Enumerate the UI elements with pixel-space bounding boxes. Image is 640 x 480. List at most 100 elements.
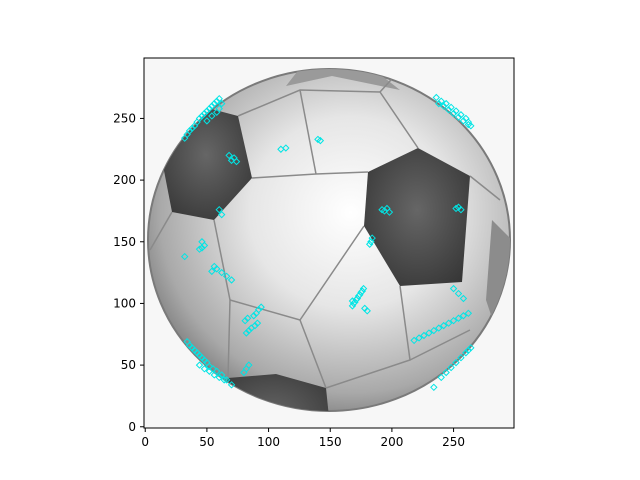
scatter-point <box>205 367 214 375</box>
scatter-point <box>213 265 221 273</box>
scatter-point <box>217 210 226 219</box>
scatter-point <box>190 346 199 355</box>
scatter-point <box>245 361 253 369</box>
scatter-point <box>195 245 204 253</box>
x-tick-label: 150 <box>319 435 342 449</box>
scatter-point <box>449 109 458 118</box>
scatter-point <box>459 294 468 303</box>
scatter-point <box>410 336 418 345</box>
scatter-point <box>198 353 206 362</box>
scatter-point <box>217 268 226 277</box>
scatter-point <box>200 365 209 373</box>
scatter-point <box>227 381 236 389</box>
scatter-point <box>195 114 204 123</box>
scatter-point <box>467 344 475 352</box>
scatter-point <box>208 267 216 276</box>
scatter-point <box>368 234 376 242</box>
scatter-point <box>459 312 468 320</box>
scatter-point <box>425 329 433 337</box>
scatter-point <box>430 383 438 392</box>
scatter-point <box>452 358 460 367</box>
scatter-point <box>180 252 189 261</box>
y-tick-label: 150 <box>113 235 136 249</box>
y-tick-label: 200 <box>113 173 136 187</box>
scatter-point <box>243 314 252 322</box>
y-tick-label: 50 <box>121 358 136 372</box>
x-tick-label: 100 <box>257 435 280 449</box>
scatter-point <box>442 368 450 377</box>
scatter-point <box>439 321 448 330</box>
scatter-point <box>444 319 453 327</box>
scatter-point <box>215 104 223 113</box>
scatter-point <box>385 208 394 216</box>
x-tick-label: 50 <box>199 435 214 449</box>
x-tick-label: 0 <box>141 435 149 449</box>
scatter-point <box>205 104 214 113</box>
scatter-point <box>459 117 468 125</box>
scatter-point <box>365 240 374 248</box>
scatter-point <box>213 97 221 105</box>
scatter-point <box>380 207 389 215</box>
scatter-point <box>215 94 223 103</box>
scatter-point <box>227 276 236 284</box>
scatter-point <box>210 99 219 108</box>
ball-panel-right-edge <box>486 220 510 336</box>
image-area <box>144 58 514 428</box>
x-tick-label: 200 <box>380 435 403 449</box>
scatter-point <box>250 312 258 320</box>
scatter-point <box>464 309 473 318</box>
scatter-point <box>435 324 443 332</box>
scatter-point <box>198 238 206 246</box>
scatter-point <box>435 99 443 108</box>
scatter-point <box>210 371 219 379</box>
scatter-point <box>359 284 368 293</box>
scatter-point <box>222 376 231 384</box>
scatter-point <box>316 136 325 145</box>
scatter-point <box>241 316 249 325</box>
scatter-point <box>254 305 263 314</box>
scatter-point <box>449 284 458 293</box>
soccer-ball-image <box>147 68 511 412</box>
scatter-point <box>420 331 428 340</box>
scatter-point <box>200 109 209 118</box>
scatter-point <box>188 124 196 133</box>
y-tick-label: 250 <box>113 111 136 125</box>
scatter-point <box>457 205 465 214</box>
scatter-point <box>437 373 445 382</box>
scatter-point <box>208 112 216 120</box>
scatter-point <box>183 337 191 346</box>
scatter-point <box>257 303 265 311</box>
y-tick-label: 0 <box>128 420 136 434</box>
scatter-point <box>415 334 423 342</box>
scatter-point <box>215 205 223 214</box>
scatter-point <box>363 307 371 315</box>
scatter-point <box>348 297 357 305</box>
scatter-markers <box>180 93 475 392</box>
scatter-point <box>210 262 219 271</box>
scatter-point <box>222 272 231 281</box>
scatter-point <box>439 102 448 110</box>
scatter-point <box>195 361 204 369</box>
scatter-point <box>225 151 233 160</box>
scatter-point <box>454 289 463 298</box>
scatter-point <box>185 127 194 135</box>
x-axis: 0 50 100 150 200 250 <box>141 428 465 449</box>
scatter-point <box>430 326 438 335</box>
scatter-point <box>232 157 241 166</box>
scatter-point <box>464 120 473 129</box>
scatter-point <box>208 102 216 110</box>
scatter-point <box>203 107 211 115</box>
scatter-point <box>452 204 460 213</box>
scatter-point <box>200 356 209 364</box>
scatter-point <box>462 349 470 357</box>
scatter-point <box>467 122 475 130</box>
axes-frame <box>143 57 515 429</box>
scatter-point <box>217 99 226 108</box>
scatter-point <box>444 106 453 114</box>
scatter-point <box>282 144 290 152</box>
scatter-point <box>457 353 465 362</box>
scatter-point <box>449 316 458 325</box>
scatter-point <box>220 376 228 384</box>
scatter-point <box>454 113 463 121</box>
